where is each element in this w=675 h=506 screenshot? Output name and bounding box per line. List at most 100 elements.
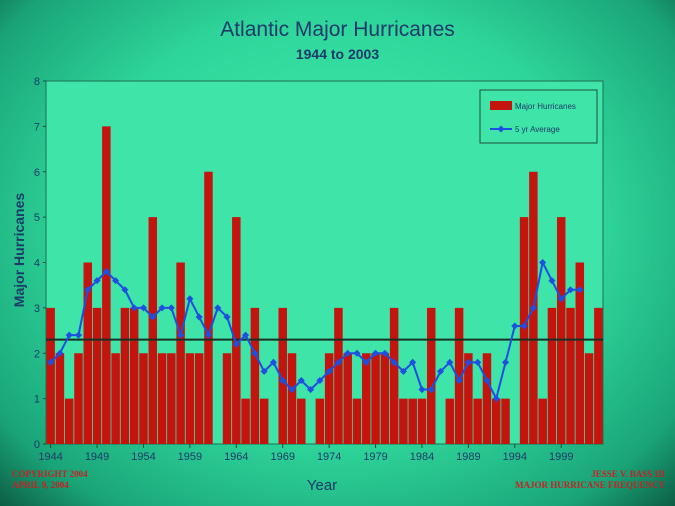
average-point: [566, 286, 575, 294]
bar-1980: [380, 353, 390, 444]
average-point: [381, 349, 389, 357]
y-tick-label: 0: [34, 439, 40, 451]
bar-1971: [297, 398, 306, 444]
y-tick-label: 5: [34, 212, 40, 224]
average-point: [251, 349, 259, 357]
bar-1979: [371, 353, 380, 444]
bar-1964: [232, 217, 241, 444]
legend-label-line: 5 yr Average: [515, 125, 560, 134]
x-tick-label: 1994: [503, 451, 527, 463]
average-line: [49, 259, 580, 402]
average-point: [288, 386, 296, 394]
bar-1953: [129, 307, 139, 444]
bar-1978: [362, 353, 371, 444]
average-point: [167, 304, 175, 312]
average-point: [455, 376, 463, 385]
bar-1985: [427, 307, 436, 444]
average-point: [399, 367, 407, 375]
footer-date-line: APRIL 9, 2004: [12, 480, 69, 490]
legend-swatch-marker: [497, 125, 505, 133]
average-point: [74, 331, 83, 339]
x-tick-label: 1974: [317, 451, 341, 463]
footer-topic-line: MAJOR HURRICANE FREQUENCY: [515, 480, 665, 490]
bar-1956: [157, 353, 167, 444]
bar-2002: [584, 353, 594, 444]
average-point: [56, 349, 64, 357]
bar-1984: [417, 398, 427, 444]
x-tick-label: 1969: [270, 451, 294, 463]
average-point: [372, 349, 380, 357]
average-point: [223, 313, 231, 321]
bar-1967: [259, 398, 269, 444]
bar-1946: [64, 398, 74, 444]
average-point: [464, 358, 472, 366]
bar-1957: [167, 353, 176, 444]
y-axis-label: Major Hurricanes: [11, 193, 27, 308]
footer-copyright: COPYRIGHT 2004 APRIL 9, 2004: [12, 469, 88, 491]
average-point: [557, 295, 565, 303]
average-point: [344, 349, 352, 357]
average-point: [186, 295, 194, 303]
x-axis-ticks: 1944 1949 1954 1959 1964 1969 1974 1979 1984 1989…: [38, 444, 573, 463]
average-point: [437, 367, 445, 375]
x-axis-label: Year: [307, 477, 337, 494]
average-point: [84, 286, 92, 294]
average-point: [214, 304, 222, 312]
average-point: [334, 358, 342, 366]
bar-1950: [102, 126, 111, 444]
average-point: [520, 322, 528, 330]
bar-2000: [566, 307, 575, 444]
legend-box: [479, 89, 598, 144]
average-point: [139, 304, 148, 312]
average-point: [418, 386, 426, 394]
legend: Major Hurricanes 5 yr Average: [479, 89, 598, 144]
y-tick-label: 1: [34, 394, 40, 406]
footer-author-line: JESSE V. BASS III: [591, 469, 665, 479]
average-point: [149, 313, 157, 321]
x-tick-label: 1949: [85, 451, 109, 463]
bar-1959: [185, 353, 195, 444]
average-point: [195, 313, 203, 321]
y-axis-ticks: 0 1 2 3 4 5 6 7 8: [34, 76, 46, 451]
average-point: [529, 304, 537, 312]
bar-2001: [575, 262, 585, 444]
bar-1974: [324, 353, 334, 444]
bar-1965: [241, 398, 250, 444]
x-tick-label: 1989: [456, 451, 480, 463]
average-point: [93, 277, 101, 285]
y-tick-label: 3: [34, 303, 40, 315]
x-tick-label: 1999: [549, 451, 573, 463]
legend-swatch-bar: [490, 101, 512, 110]
average-point: [501, 358, 510, 366]
average-point: [279, 376, 287, 385]
y-tick-label: 2: [34, 348, 40, 360]
bar-1973: [315, 398, 325, 444]
y-tick-label: 6: [34, 167, 40, 179]
bar-1976: [343, 353, 352, 444]
average-point: [353, 349, 361, 357]
bar-1975: [334, 307, 343, 444]
average-point: [548, 277, 556, 285]
bar-1988: [454, 307, 464, 444]
bar-1951: [111, 353, 120, 444]
x-tick-label: 1959: [178, 451, 202, 463]
average-line-group: [47, 258, 584, 403]
bar-1958: [176, 262, 185, 444]
bar-1952: [120, 307, 130, 444]
bar-1963: [222, 353, 232, 444]
bar-1995: [519, 217, 529, 444]
bar-1969: [278, 307, 287, 444]
bar-1999: [556, 217, 566, 444]
footer-author: JESSE V. BASS III MAJOR HURRICANE FREQUE…: [515, 469, 665, 491]
x-tick-label: 1979: [363, 451, 387, 463]
footer-copyright-line: COPYRIGHT 2004: [12, 469, 88, 479]
legend-label-bars: Major Hurricanes: [515, 102, 576, 111]
average-point: [307, 386, 315, 394]
bar-1948: [83, 262, 93, 444]
bar-1966: [250, 307, 260, 444]
average-point: [158, 304, 166, 312]
average-point: [204, 331, 212, 339]
average-point: [474, 358, 482, 366]
average-point: [232, 340, 240, 348]
chart-subtitle: 1944 to 2003: [295, 46, 380, 62]
